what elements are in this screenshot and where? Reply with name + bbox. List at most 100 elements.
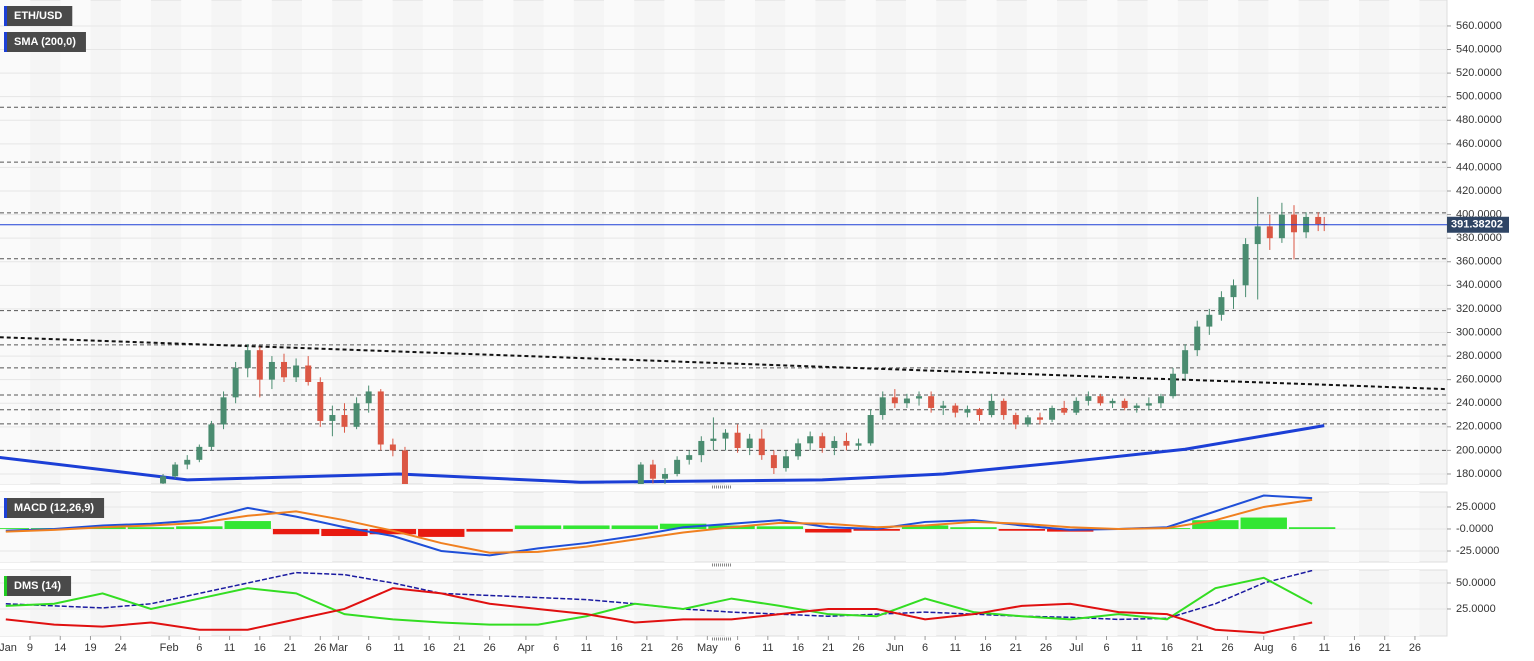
indicator-tag: DMS (14)	[14, 580, 61, 592]
y-tick-label: 300.0000	[1456, 326, 1502, 338]
candle-body	[1073, 400, 1080, 413]
candle-body	[649, 464, 656, 479]
x-tick-label: 6	[1291, 642, 1297, 654]
column-band	[543, 0, 574, 484]
x-tick-label: 11	[762, 642, 773, 654]
column-band	[1147, 0, 1178, 484]
histogram-bar	[756, 526, 804, 529]
x-tick-label: 21	[284, 642, 296, 654]
tag-box	[4, 32, 86, 52]
candle-body	[734, 432, 741, 449]
x-tick-label: 14	[54, 642, 66, 654]
column-band	[422, 0, 453, 484]
y-tick-label: 25.0000	[1456, 501, 1496, 513]
x-tick-label: Jul	[1069, 642, 1083, 654]
column-band	[724, 0, 755, 484]
column-band	[1389, 570, 1420, 636]
candle-body	[940, 405, 947, 408]
indicator-line	[5, 498, 1313, 554]
plot	[0, 25, 1447, 484]
candle-body	[1145, 403, 1152, 406]
candle-body	[686, 455, 693, 460]
plot	[0, 494, 1447, 557]
column-band	[1328, 492, 1359, 562]
x-tick-label: 26	[1221, 642, 1233, 654]
candle-body	[1182, 350, 1189, 374]
column-band	[785, 570, 816, 636]
tag-accent	[4, 6, 7, 26]
candle-body	[746, 438, 753, 449]
indicator-line	[5, 494, 1313, 557]
candle-body	[1266, 226, 1273, 239]
y-tick-label: 320.0000	[1456, 303, 1502, 315]
column-band	[1208, 0, 1239, 484]
column-band	[302, 492, 333, 562]
column-band	[1147, 570, 1178, 636]
column-band	[362, 0, 393, 484]
x-tick-label: 26	[671, 642, 683, 654]
candle-body	[964, 409, 971, 413]
column-band	[785, 0, 816, 484]
sma-line	[0, 424, 1325, 484]
candle-body	[952, 405, 959, 413]
histogram-bar	[418, 528, 465, 537]
indicator-tag: SMA (200,0)	[14, 36, 76, 48]
column-band	[302, 0, 333, 484]
y-tick-label: 260.0000	[1456, 374, 1502, 386]
candle-body	[710, 438, 717, 441]
candle-body	[293, 365, 300, 378]
candle-body	[220, 397, 227, 425]
column-band	[120, 0, 151, 484]
candle-body	[867, 415, 874, 444]
candle-body	[662, 473, 669, 479]
candle-body	[1036, 417, 1043, 420]
x-tick-label: 11	[950, 642, 961, 654]
indicator-line	[5, 576, 1313, 626]
column-band	[1389, 0, 1420, 484]
candle-body	[1157, 396, 1164, 404]
candle-body	[353, 403, 360, 427]
candle-body	[1085, 396, 1092, 401]
histogram-bar	[950, 527, 997, 529]
histogram-bar	[272, 528, 320, 535]
candle-body	[389, 444, 396, 451]
y-tick-label: 25.0000	[1456, 603, 1496, 615]
column-band	[1026, 570, 1057, 636]
column-band	[0, 0, 31, 484]
y-tick-label: 220.0000	[1456, 421, 1502, 433]
x-tick-label: Jun	[886, 642, 904, 654]
y-tick-label: 180.0000	[1456, 468, 1502, 480]
column-band	[1389, 492, 1420, 562]
candle-body	[637, 464, 644, 484]
column-band	[664, 570, 695, 636]
x-tick-label: 16	[423, 642, 435, 654]
histogram-bar	[611, 525, 658, 529]
x-tick-label: 16	[792, 642, 804, 654]
column-band	[906, 0, 937, 484]
histogram-bar	[805, 528, 852, 533]
tag-box	[4, 498, 105, 518]
histogram-bar	[127, 527, 175, 529]
histogram-bar	[0, 528, 29, 529]
y-tick-label: 420.0000	[1456, 185, 1502, 197]
candle-body	[1024, 417, 1031, 425]
candle-body	[305, 365, 312, 383]
candle-body	[329, 415, 336, 421]
y-tick-label: 200.0000	[1456, 444, 1502, 456]
candle-body	[377, 391, 384, 445]
x-tick-label: 16	[254, 642, 266, 654]
x-tick-label: 21	[1010, 642, 1022, 654]
candle-body	[976, 409, 983, 416]
y-tick-label: 240.0000	[1456, 397, 1502, 409]
histogram-bar	[466, 528, 513, 532]
x-tick-label: 26	[484, 642, 496, 654]
candle-body	[988, 400, 995, 416]
x-tick-label: 24	[115, 642, 127, 654]
tag-accent	[4, 32, 7, 52]
candle-body	[341, 415, 348, 427]
candle-body	[365, 391, 372, 404]
candle-body	[1000, 400, 1007, 416]
histogram-bar	[1240, 517, 1287, 529]
y-tick-label: 280.0000	[1456, 350, 1502, 362]
candle-body	[160, 476, 167, 484]
